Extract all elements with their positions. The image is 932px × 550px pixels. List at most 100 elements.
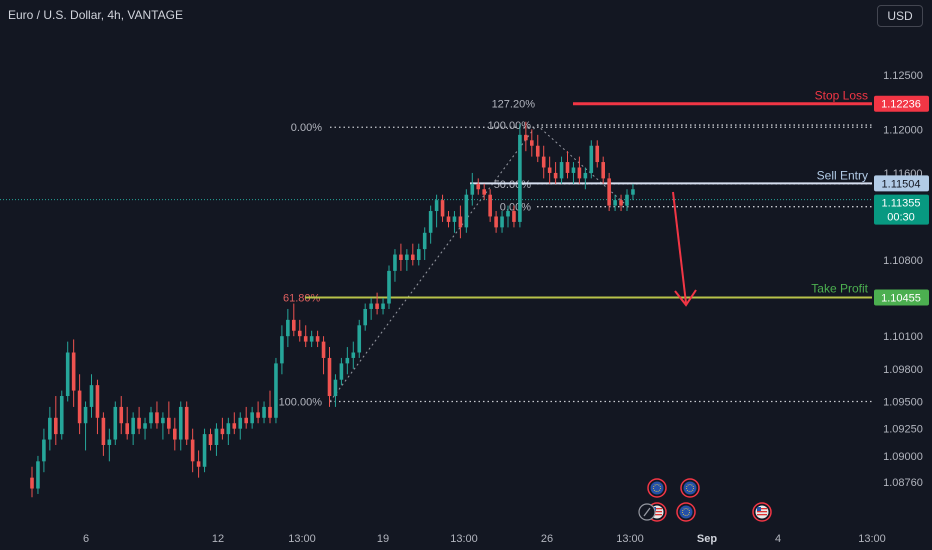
- candle-body: [339, 363, 344, 380]
- candle-body: [518, 134, 522, 222]
- candle-body: [488, 194, 492, 217]
- candle-body: [83, 406, 88, 424]
- y-tick-label: 1.12000: [883, 124, 923, 136]
- candle-body: [77, 390, 82, 424]
- candle-body: [36, 461, 40, 489]
- candle-body: [303, 336, 308, 342]
- x-tick-label: 13:00: [450, 533, 478, 545]
- candle-body: [393, 254, 397, 271]
- y-tick-label: 1.09000: [883, 451, 923, 463]
- stop-annotation: Stop Loss: [815, 89, 868, 103]
- candle-body: [65, 352, 70, 397]
- candle-body: [119, 406, 124, 424]
- candle-body: [214, 428, 219, 445]
- y-tick-label: 1.08760: [883, 477, 923, 489]
- y-tick-label: 1.12500: [883, 70, 923, 82]
- x-tick-label: 13:00: [858, 533, 886, 545]
- candle-body: [202, 434, 207, 467]
- us-flag-stripe: [757, 514, 767, 516]
- candle-body: [178, 406, 183, 440]
- us-flag-stripe: [652, 508, 662, 510]
- fib-level-label: 0.00%: [291, 122, 322, 134]
- candle-body: [613, 200, 617, 206]
- fib-level-label: 127.20%: [492, 98, 536, 110]
- candle-body: [381, 303, 385, 309]
- candle-body: [184, 406, 189, 440]
- x-tick-label: 6: [83, 533, 89, 545]
- candle-body: [71, 352, 76, 391]
- fib-level-label: 100.00%: [488, 120, 532, 132]
- candle-body: [232, 423, 237, 429]
- fib-level-label: 50.00%: [494, 179, 532, 191]
- candle-body: [434, 200, 439, 212]
- candle-body: [470, 183, 475, 195]
- candle-body: [107, 439, 112, 445]
- x-tick-label: 13:00: [288, 533, 316, 545]
- y-tick-label: 1.10800: [883, 255, 923, 267]
- candle-body: [530, 140, 534, 146]
- current-price-tag: 1.11355: [882, 198, 921, 210]
- candle-body: [315, 336, 320, 342]
- candle-body: [274, 363, 278, 418]
- candle-body: [238, 417, 243, 429]
- candle-body: [137, 417, 141, 429]
- candle-body: [161, 417, 165, 424]
- candle-body: [440, 200, 445, 217]
- candle-body: [167, 417, 171, 429]
- candle-body: [220, 428, 225, 435]
- candle-body: [149, 412, 153, 424]
- candle-body: [482, 189, 486, 195]
- eu-flag-stars: [686, 484, 694, 492]
- y-tick-label: 1.09250: [883, 424, 923, 436]
- current-price-tag-bg: [874, 194, 929, 225]
- candle-body: [399, 254, 403, 260]
- eu-flag-icon: [683, 481, 697, 495]
- us-flag-stripe: [652, 511, 662, 513]
- candle-body: [59, 396, 64, 435]
- candle-body: [286, 319, 290, 337]
- current-price-tag-countdown: 00:30: [887, 212, 915, 224]
- candle-body: [595, 145, 600, 163]
- candle-body: [464, 194, 469, 228]
- target-arrow-head: [674, 289, 697, 307]
- candle-body: [547, 167, 552, 173]
- candle-body: [173, 428, 177, 440]
- x-tick-label: 13:00: [616, 533, 644, 545]
- candle-body: [422, 232, 427, 250]
- candle-body: [95, 385, 100, 418]
- candle-body: [416, 249, 421, 260]
- candle-body: [196, 461, 201, 467]
- candle-body: [553, 172, 558, 179]
- candle-body: [125, 423, 129, 435]
- sell-entry-tag: 1.11504: [882, 178, 921, 190]
- y-tick-label: 1.09500: [883, 396, 923, 408]
- candle-body: [292, 319, 296, 331]
- candle-body: [131, 417, 135, 435]
- candle-body: [155, 412, 159, 424]
- x-tick-label: 4: [775, 533, 781, 545]
- candle-body: [250, 412, 254, 424]
- candle-body: [321, 341, 326, 358]
- us-flag-stripe: [757, 508, 767, 510]
- currency-selector-button[interactable]: USD: [877, 5, 923, 27]
- lightning-icon: [643, 507, 651, 517]
- candle-body: [357, 325, 362, 353]
- candle-body: [559, 162, 564, 179]
- candle-body: [244, 417, 248, 424]
- candle-body: [405, 254, 409, 260]
- x-tick-label: 19: [377, 533, 389, 545]
- candle-body: [524, 134, 528, 141]
- candle-body: [42, 439, 46, 462]
- us-flag-stripe: [757, 511, 767, 513]
- fib-level-label: 61.80%: [283, 293, 321, 305]
- candle-body: [262, 406, 266, 418]
- candle-body: [143, 423, 147, 429]
- us-flag-stripe: [652, 514, 662, 516]
- candle-body: [446, 216, 451, 222]
- x-tick-label: 12: [212, 533, 224, 545]
- candle-body: [494, 216, 498, 228]
- candle-body: [297, 330, 302, 337]
- take-profit-tag: 1.10455: [881, 293, 921, 305]
